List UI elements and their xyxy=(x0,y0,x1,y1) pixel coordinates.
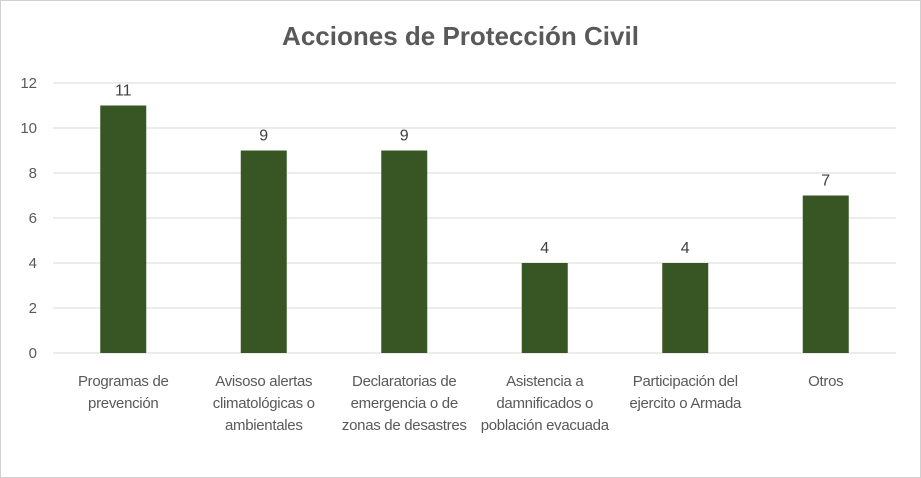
x-category-label: Avisoso alertas climatológicas o ambient… xyxy=(212,373,315,434)
bar xyxy=(662,263,709,353)
bar xyxy=(381,150,428,353)
x-category-label: Programas de prevención xyxy=(77,373,169,412)
bar xyxy=(521,263,568,353)
bar xyxy=(240,150,287,353)
y-tick-label: 4 xyxy=(29,255,37,272)
data-label: 9 xyxy=(400,128,409,145)
data-label: 4 xyxy=(540,240,549,257)
data-label: 4 xyxy=(681,240,690,257)
y-tick-label: 6 xyxy=(29,210,37,227)
y-tick-label: 10 xyxy=(20,120,37,137)
data-label: 11 xyxy=(115,83,132,100)
x-category-label: Declaratorias de emergencia o de zonas d… xyxy=(341,373,467,434)
bar xyxy=(802,195,849,353)
x-category-label: Asistencia a damnificados o población ev… xyxy=(480,373,609,434)
chart-title: Acciones de Protección Civil xyxy=(282,21,639,51)
y-tick-label: 0 xyxy=(29,345,37,362)
x-category-label: Otros xyxy=(808,373,844,390)
data-label: 7 xyxy=(821,173,830,190)
x-category-label: Participación del ejercito o Armada xyxy=(629,373,742,412)
bar xyxy=(100,105,147,353)
data-label: 9 xyxy=(259,128,268,145)
y-tick-label: 8 xyxy=(29,165,37,182)
y-tick-label: 2 xyxy=(29,300,37,317)
y-tick-label: 12 xyxy=(20,75,37,92)
